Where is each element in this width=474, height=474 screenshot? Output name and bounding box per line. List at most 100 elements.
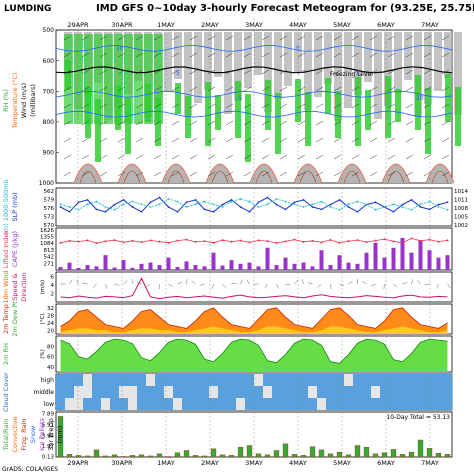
cape-bar [175, 267, 180, 270]
thickness-point [437, 206, 440, 208]
wind-barb [369, 35, 378, 41]
date-tick-bottom: 2MAY [201, 459, 219, 467]
lifted-index-point [401, 241, 404, 244]
rh-shade [154, 34, 163, 124]
precip-bar [435, 453, 442, 458]
wind-y-tick: 4 [51, 283, 55, 289]
lifted-index-point [140, 241, 143, 244]
thickness-point [248, 200, 251, 203]
stability-side-label: CAPE (J/kg) [11, 231, 19, 267]
wind-barb [99, 137, 108, 143]
cloud-cell [434, 398, 444, 410]
cloud-cell [155, 398, 165, 410]
precip-bar [273, 450, 280, 458]
temp-y-tick: 24 [47, 321, 54, 327]
wind-barb [441, 103, 450, 109]
lifted-index-point [428, 238, 431, 241]
cloud-cell [389, 398, 399, 410]
wind-barb [297, 154, 306, 160]
cloud-cell [443, 386, 453, 398]
wind-barb [153, 171, 162, 177]
cloud-cell [371, 386, 381, 398]
cloud-cell [119, 374, 129, 386]
thickness-point [293, 203, 296, 206]
lifted-index-point [212, 241, 215, 244]
thickness-point [419, 203, 422, 206]
wind-direction-mark [231, 283, 237, 285]
wind-barb [387, 120, 396, 126]
date-tick-top: 1MAY [157, 21, 175, 29]
precip-bar [372, 453, 379, 458]
rh-shade [365, 90, 371, 130]
rh-shade [355, 77, 361, 146]
cloud-row-label: high [41, 377, 54, 384]
wind-barb [351, 86, 360, 92]
cloud-cell [182, 386, 192, 398]
wind-barb [135, 154, 144, 160]
temperature-contour [123, 170, 141, 184]
cloud-cell [380, 374, 390, 386]
wind-barb [387, 69, 396, 75]
cloud-row-label: low [44, 401, 54, 408]
wind-barb [333, 35, 342, 41]
slp-point [401, 203, 404, 206]
wind-direction-mark [123, 280, 128, 285]
stability-y-tick: 1084 [40, 241, 54, 247]
thickness-point [203, 200, 206, 203]
thickness-point [122, 203, 125, 206]
thickness-point [338, 208, 341, 211]
wind-barb [207, 103, 216, 109]
cloud-cell [398, 374, 408, 386]
cape-bar [112, 267, 117, 270]
lifted-index-point [86, 239, 89, 242]
precip-bar [138, 454, 145, 458]
slp-point [329, 203, 332, 206]
wind-barb [261, 154, 270, 160]
cloud-cell [317, 398, 327, 410]
lifted-index-point [185, 238, 188, 241]
wind-barb [369, 103, 378, 109]
precip-side-label: 3hr Precip [47, 418, 55, 451]
wind-direction-mark [402, 282, 408, 285]
wind-direction-mark [330, 283, 332, 289]
cloud-shade [284, 32, 292, 86]
wind-barb [279, 35, 288, 41]
slp-point [347, 206, 350, 208]
cloud-cell [209, 398, 219, 410]
cloud-cell [92, 398, 102, 410]
wind-barb [369, 171, 378, 177]
wind-barb [63, 171, 72, 177]
precip-bar [390, 449, 397, 458]
lifted-index-point [131, 239, 134, 242]
date-tick-bottom: 29APR [67, 459, 89, 467]
cape-bar [382, 257, 387, 270]
wind-barb [117, 52, 126, 58]
wind-barb [153, 35, 162, 41]
temperature-contour [79, 170, 97, 184]
cloud-shade [434, 32, 442, 91]
wind-barb [135, 137, 144, 143]
wind-barb [81, 137, 90, 143]
thickness-point [167, 197, 170, 200]
precip-bar [327, 453, 334, 458]
date-tick-bottom: 5MAY [333, 459, 351, 467]
slp-point [275, 203, 278, 206]
cape-bar [94, 266, 99, 270]
lifted-index-point [257, 239, 260, 242]
wind-barb [279, 137, 288, 143]
wind-barb [387, 137, 396, 143]
wind-barb [279, 69, 288, 75]
wind-barb [225, 35, 234, 41]
thickness-point [446, 208, 449, 211]
wind-direction-mark [131, 279, 133, 285]
cloud-cell [263, 386, 273, 398]
lifted-index-point [194, 240, 197, 243]
thickness-point [221, 206, 224, 208]
wind-direction-mark [424, 283, 430, 286]
wind-barb [189, 137, 198, 143]
slp-point [392, 210, 395, 213]
cloud-cell [380, 398, 390, 410]
cloud-cell [164, 398, 174, 410]
wind-direction-mark [370, 283, 376, 287]
rh-shade [144, 34, 153, 124]
